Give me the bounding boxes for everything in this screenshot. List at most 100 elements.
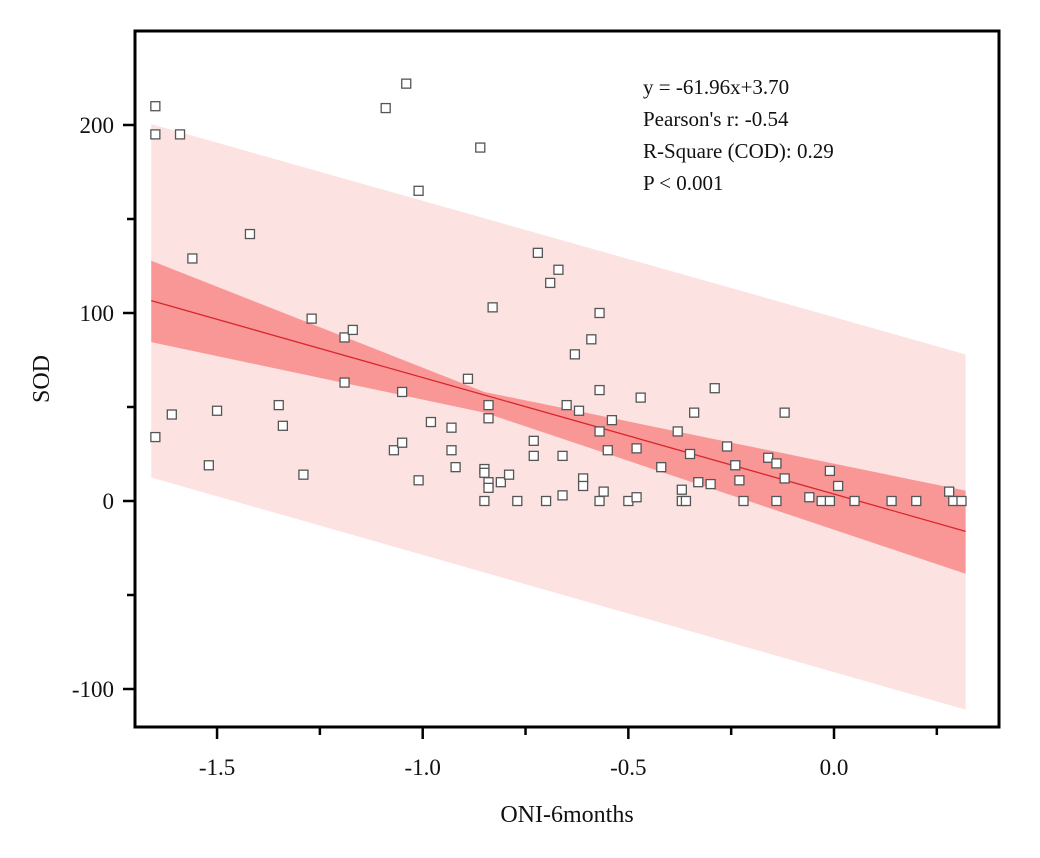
data-point (396, 386, 408, 398)
data-point (944, 486, 955, 497)
data-point (635, 392, 646, 403)
data-point (339, 377, 350, 388)
data-point (824, 465, 836, 477)
fit-line (151, 300, 966, 532)
data-point (495, 477, 506, 488)
data-point (779, 473, 790, 484)
data-point (911, 495, 922, 507)
data-point (462, 373, 474, 384)
plot-frame (133, 29, 1001, 729)
data-point (594, 495, 605, 507)
data-point (540, 495, 552, 507)
x-tick-label: -1.0 (404, 755, 440, 780)
data-point (413, 475, 424, 486)
data-point (598, 486, 609, 497)
data-point (244, 228, 256, 240)
data-point (763, 452, 774, 463)
annotation-pearson: Pearson's r: -0.54 (643, 107, 789, 131)
data-point (824, 495, 836, 507)
data-point (684, 448, 696, 460)
data-point (886, 495, 897, 507)
data-point (709, 383, 720, 394)
data-point (561, 399, 572, 411)
data-point (306, 313, 317, 324)
annotation-p-value: P < 0.001 (643, 171, 724, 195)
data-point (380, 102, 391, 114)
y-tick-label: -100 (72, 677, 114, 702)
data-point (832, 480, 844, 492)
data-point (425, 416, 437, 428)
bands-layer (151, 124, 966, 710)
data-point (483, 399, 494, 411)
x-tick-label: -1.5 (199, 755, 235, 780)
data-point (388, 445, 400, 456)
data-point (528, 435, 539, 446)
data-point (676, 484, 687, 495)
data-point (602, 445, 613, 456)
data-point (483, 482, 494, 493)
data-point (150, 129, 161, 140)
data-point (187, 253, 198, 264)
confidence-band (151, 260, 966, 574)
data-point (594, 384, 605, 396)
y-axis-ticks: -100 0 100 200 (72, 113, 135, 702)
data-point (705, 478, 716, 490)
data-point (211, 405, 223, 416)
data-point (450, 462, 461, 473)
points-layer (150, 78, 967, 507)
data-point (771, 458, 782, 469)
data-point (680, 495, 692, 507)
data-point (557, 450, 568, 462)
data-point (734, 475, 745, 486)
data-point (672, 426, 683, 437)
data-point (606, 415, 618, 426)
data-point (594, 307, 605, 319)
data-point (730, 460, 741, 471)
x-axis-ticks: -1.5 -1.0 -0.5 0.0 (199, 727, 939, 780)
data-point (528, 450, 539, 462)
data-point (738, 495, 749, 507)
y-tick-label: 0 (103, 489, 115, 514)
data-point (401, 78, 412, 89)
data-point (347, 324, 358, 336)
data-point (586, 334, 597, 345)
data-point (557, 490, 568, 501)
data-point (573, 405, 585, 416)
data-point (150, 431, 161, 443)
data-point (771, 495, 782, 507)
annotation-equation: y = -61.96x+3.70 (643, 75, 789, 99)
data-point (277, 420, 289, 431)
data-point (273, 399, 284, 411)
data-point (413, 185, 424, 196)
data-point (503, 469, 515, 480)
annotation-r-square: R-Square (COD): 0.29 (643, 139, 834, 163)
data-point (203, 460, 214, 471)
data-point (693, 477, 704, 488)
data-point (174, 129, 186, 140)
data-point (479, 467, 490, 478)
stats-annotation: y = -61.96x+3.70 Pearson's r: -0.54 R-Sq… (643, 75, 834, 195)
x-axis-title: ONI-6months (500, 802, 633, 828)
y-tick-label: 200 (80, 113, 115, 138)
data-point (512, 495, 523, 507)
data-point (487, 302, 498, 313)
data-point (779, 407, 790, 418)
data-point (631, 492, 642, 503)
data-point (569, 349, 581, 360)
x-tick-label: -0.5 (610, 755, 646, 780)
y-tick-label: 100 (80, 301, 115, 326)
data-point (339, 332, 350, 343)
data-point (475, 142, 486, 153)
data-point (804, 492, 815, 503)
data-point (545, 277, 556, 289)
data-point (631, 443, 642, 454)
data-point (150, 101, 161, 112)
data-point (532, 247, 544, 258)
y-axis-title: SOD (29, 355, 55, 403)
data-point (298, 469, 309, 480)
data-point (446, 422, 457, 433)
data-point (396, 437, 408, 448)
x-tick-label: 0.0 (820, 755, 849, 780)
data-point (483, 413, 494, 424)
